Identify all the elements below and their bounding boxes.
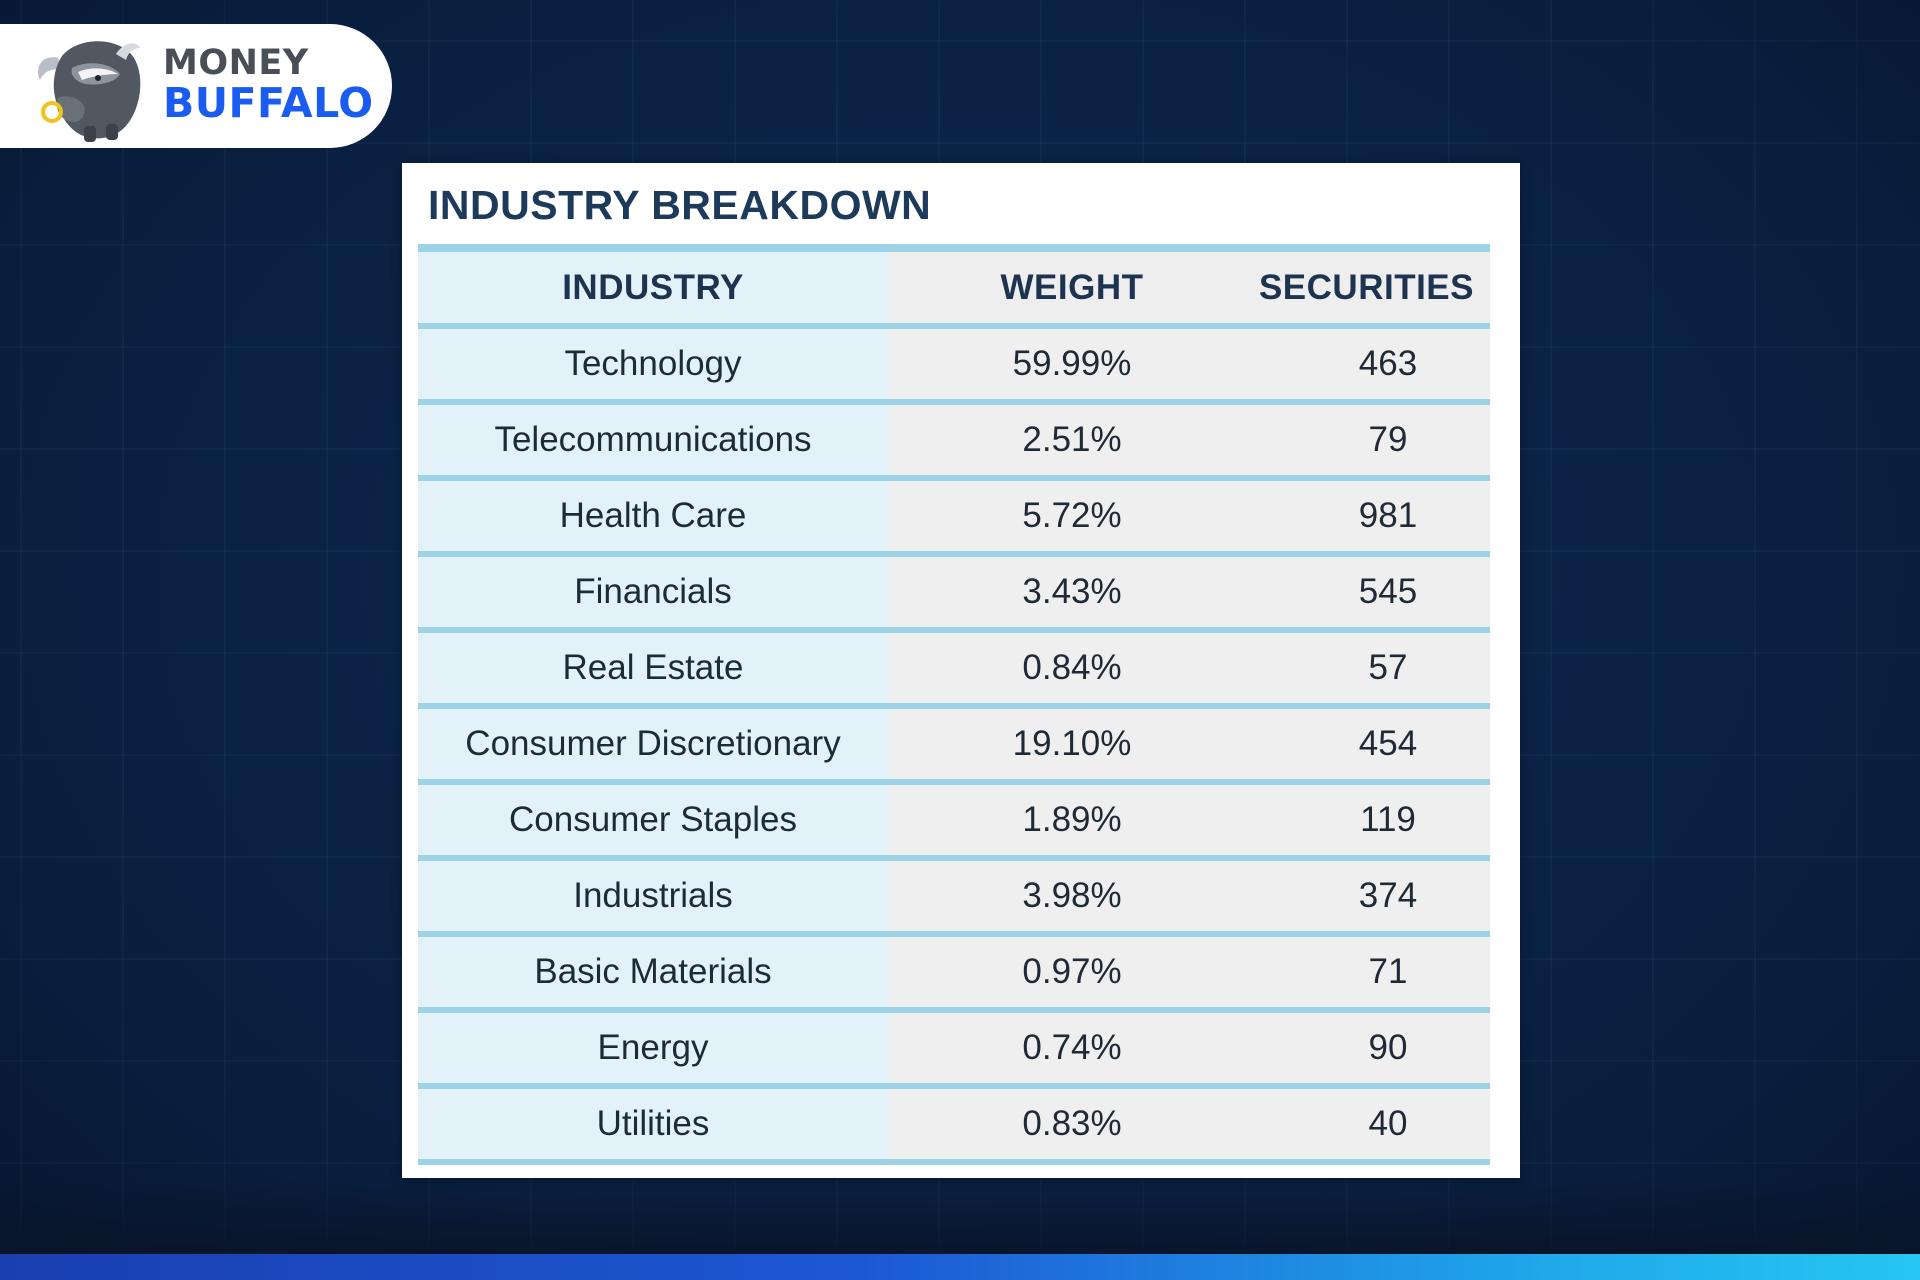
weight-cell: 0.97%: [888, 934, 1256, 1013]
table-row: Financials 3.43% 545: [418, 554, 1490, 633]
industry-cell: Basic Materials: [418, 934, 888, 1013]
table-row: Basic Materials 0.97% 71: [418, 934, 1490, 1013]
weight-cell: 0.84%: [888, 630, 1256, 709]
table-row: Consumer Discretionary 19.10% 454: [418, 706, 1490, 785]
table-row: Energy 0.74% 90: [418, 1010, 1490, 1089]
table-row: Real Estate 0.84% 57: [418, 630, 1490, 709]
brand-logo: MONEY BUFFALO: [0, 24, 392, 148]
brand-name-line2: BUFFALO: [163, 79, 374, 127]
industry-cell: Industrials: [418, 858, 888, 937]
industry-cell: Telecommunications: [418, 402, 888, 481]
securities-cell: 57: [1256, 630, 1490, 709]
industry-cell: Financials: [418, 554, 888, 633]
industry-cell: Real Estate: [418, 630, 888, 709]
industry-breakdown-card: INDUSTRY BREAKDOWN INDUSTRY WEIGHT SECUR…: [402, 163, 1520, 1178]
securities-cell: 374: [1256, 858, 1490, 937]
industry-cell: Technology: [418, 326, 888, 405]
table-row: Utilities 0.83% 40: [418, 1086, 1490, 1165]
securities-cell: 71: [1256, 934, 1490, 1013]
securities-cell: 79: [1256, 402, 1490, 481]
table-row: Consumer Staples 1.89% 119: [418, 782, 1490, 861]
industry-cell: Consumer Staples: [418, 782, 888, 861]
table-row: Health Care 5.72% 981: [418, 478, 1490, 557]
securities-cell: 981: [1256, 478, 1490, 557]
buffalo-mascot-icon: [38, 41, 141, 142]
column-header-weight: WEIGHT: [888, 248, 1256, 329]
industry-cell: Utilities: [418, 1086, 888, 1165]
weight-cell: 0.83%: [888, 1086, 1256, 1165]
column-header-industry: INDUSTRY: [418, 248, 888, 329]
table-row: Technology 59.99% 463: [418, 326, 1490, 405]
weight-cell: 5.72%: [888, 478, 1256, 557]
table-row: Telecommunications 2.51% 79: [418, 402, 1490, 481]
bottom-gradient-bar: [0, 1254, 1920, 1280]
industry-breakdown-table: INDUSTRY WEIGHT SECURITIES Technology 59…: [418, 244, 1490, 1165]
page-title: INDUSTRY BREAKDOWN: [428, 182, 932, 228]
bottom-fade: [0, 1180, 1920, 1255]
weight-cell: 1.89%: [888, 782, 1256, 861]
weight-cell: 3.98%: [888, 858, 1256, 937]
securities-cell: 454: [1256, 706, 1490, 785]
securities-cell: 40: [1256, 1086, 1490, 1165]
brand-name-line1: MONEY: [163, 43, 309, 83]
industry-cell: Energy: [418, 1010, 888, 1089]
industry-cell: Health Care: [418, 478, 888, 557]
weight-cell: 19.10%: [888, 706, 1256, 785]
weight-cell: 2.51%: [888, 402, 1256, 481]
table-header-row: INDUSTRY WEIGHT SECURITIES: [418, 248, 1490, 329]
weight-cell: 59.99%: [888, 326, 1256, 405]
industry-cell: Consumer Discretionary: [418, 706, 888, 785]
securities-cell: 90: [1256, 1010, 1490, 1089]
securities-cell: 463: [1256, 326, 1490, 405]
column-header-securities: SECURITIES: [1256, 248, 1490, 329]
securities-cell: 119: [1256, 782, 1490, 861]
weight-cell: 3.43%: [888, 554, 1256, 633]
weight-cell: 0.74%: [888, 1010, 1256, 1089]
table-row: Industrials 3.98% 374: [418, 858, 1490, 937]
securities-cell: 545: [1256, 554, 1490, 633]
